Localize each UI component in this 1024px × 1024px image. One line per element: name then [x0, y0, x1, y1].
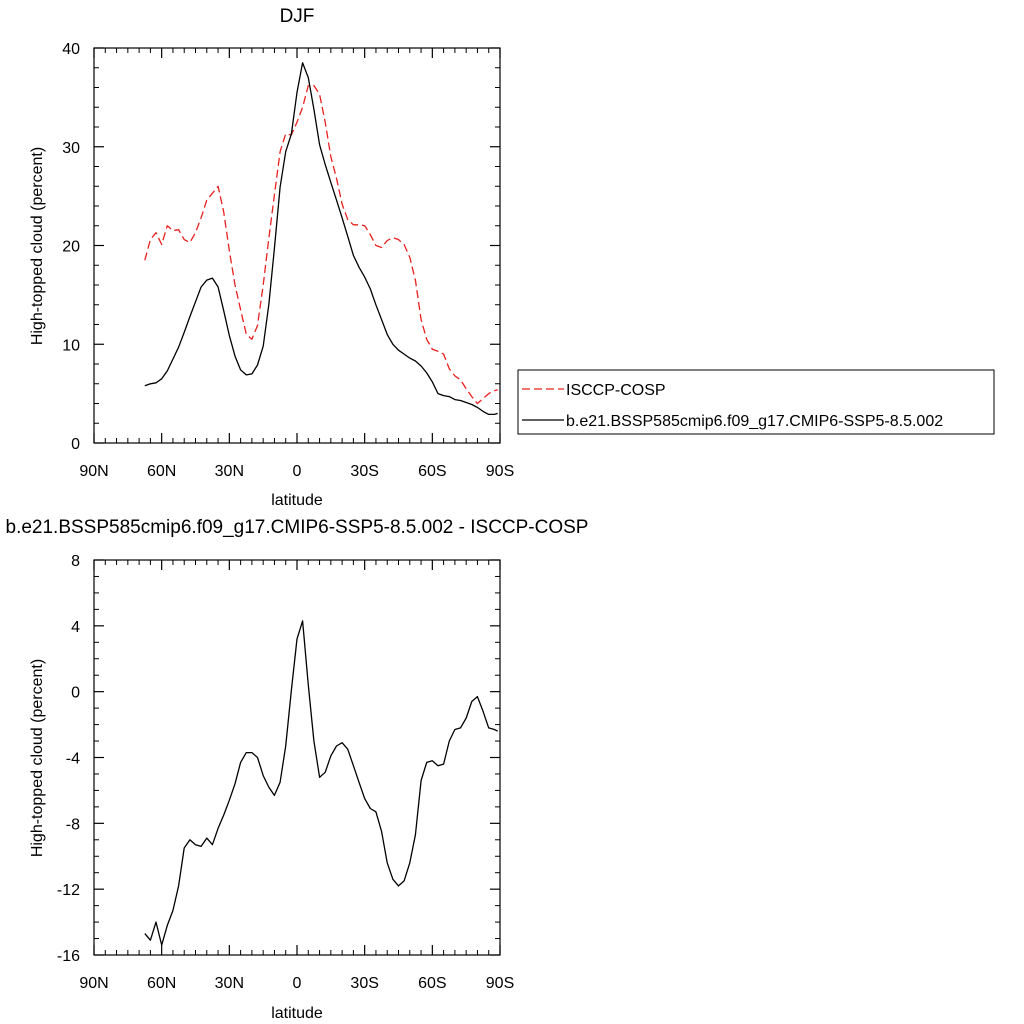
bottom-y-tick-label: 0 — [71, 685, 80, 702]
bottom-panel-ticks: 90N 60N 30N 0 30S 60S 90S -16 -12 -8 -4 0 4 8 — [57, 553, 514, 992]
top-y-tick-label: 30 — [62, 140, 80, 157]
top-panel-xlabel: latitude — [271, 492, 323, 509]
bottom-y-tick-label: 4 — [71, 619, 80, 636]
bottom-panel-ylabel: High-topped cloud (percent) — [29, 659, 46, 857]
top-series-line-isccp — [144, 84, 498, 405]
legend-label-isccp: ISCCP-COSP — [566, 382, 666, 399]
top-panel-series — [144, 62, 498, 416]
top-x-tick-label: 0 — [293, 463, 302, 480]
legend: ISCCP-COSP b.e21.BSSP585cmip6.f09_g17.CM… — [517, 369, 995, 435]
bottom-x-tick-label: 90S — [486, 975, 514, 992]
bottom-x-tick-label: 0 — [293, 975, 302, 992]
top-x-tick-label: 60N — [147, 463, 176, 480]
bottom-x-tick-label: 30N — [215, 975, 244, 992]
bottom-panel-xlabel: latitude — [271, 1005, 323, 1022]
top-y-tick-label: 40 — [62, 41, 80, 58]
bottom-series-line-model — [144, 620, 498, 946]
bottom-y-tick-label: -16 — [57, 948, 80, 965]
top-series-line-model — [144, 62, 498, 416]
top-x-tick-label: 30N — [215, 463, 244, 480]
bottom-y-tick-label: -12 — [57, 882, 80, 899]
top-y-tick-label: 20 — [62, 239, 80, 256]
top-y-tick-label: 0 — [71, 436, 80, 453]
top-x-tick-label: 90S — [486, 463, 514, 480]
top-panel: DJF High-topped cloud (percent) latitude… — [29, 6, 514, 509]
top-panel-title: DJF — [280, 6, 315, 27]
top-y-tick-label: 10 — [62, 337, 80, 354]
legend-box — [517, 369, 995, 435]
top-x-tick-label: 30S — [350, 463, 378, 480]
top-x-tick-label: 60S — [418, 463, 446, 480]
bottom-y-tick-label: -8 — [66, 816, 80, 833]
bottom-x-tick-label: 60S — [418, 975, 446, 992]
bottom-panel-title: b.e21.BSSP585cmip6.f09_g17.CMIP6-SSP5-8.… — [6, 517, 589, 538]
top-panel-ylabel: High-topped cloud (percent) — [29, 147, 46, 345]
bottom-x-tick-label: 30S — [350, 975, 378, 992]
bottom-panel-series — [144, 620, 498, 946]
bottom-y-tick-label: -4 — [66, 751, 80, 768]
bottom-x-tick-label: 90N — [79, 975, 108, 992]
legend-label-model: b.e21.BSSP585cmip6.f09_g17.CMIP6-SSP5-8.… — [566, 413, 943, 430]
bottom-y-tick-label: 8 — [71, 553, 80, 570]
bottom-panel: b.e21.BSSP585cmip6.f09_g17.CMIP6-SSP5-8.… — [6, 517, 589, 1022]
top-x-tick-label: 90N — [79, 463, 108, 480]
top-panel-frame — [93, 47, 501, 444]
bottom-x-tick-label: 60N — [147, 975, 176, 992]
bottom-panel-frame — [93, 559, 501, 956]
